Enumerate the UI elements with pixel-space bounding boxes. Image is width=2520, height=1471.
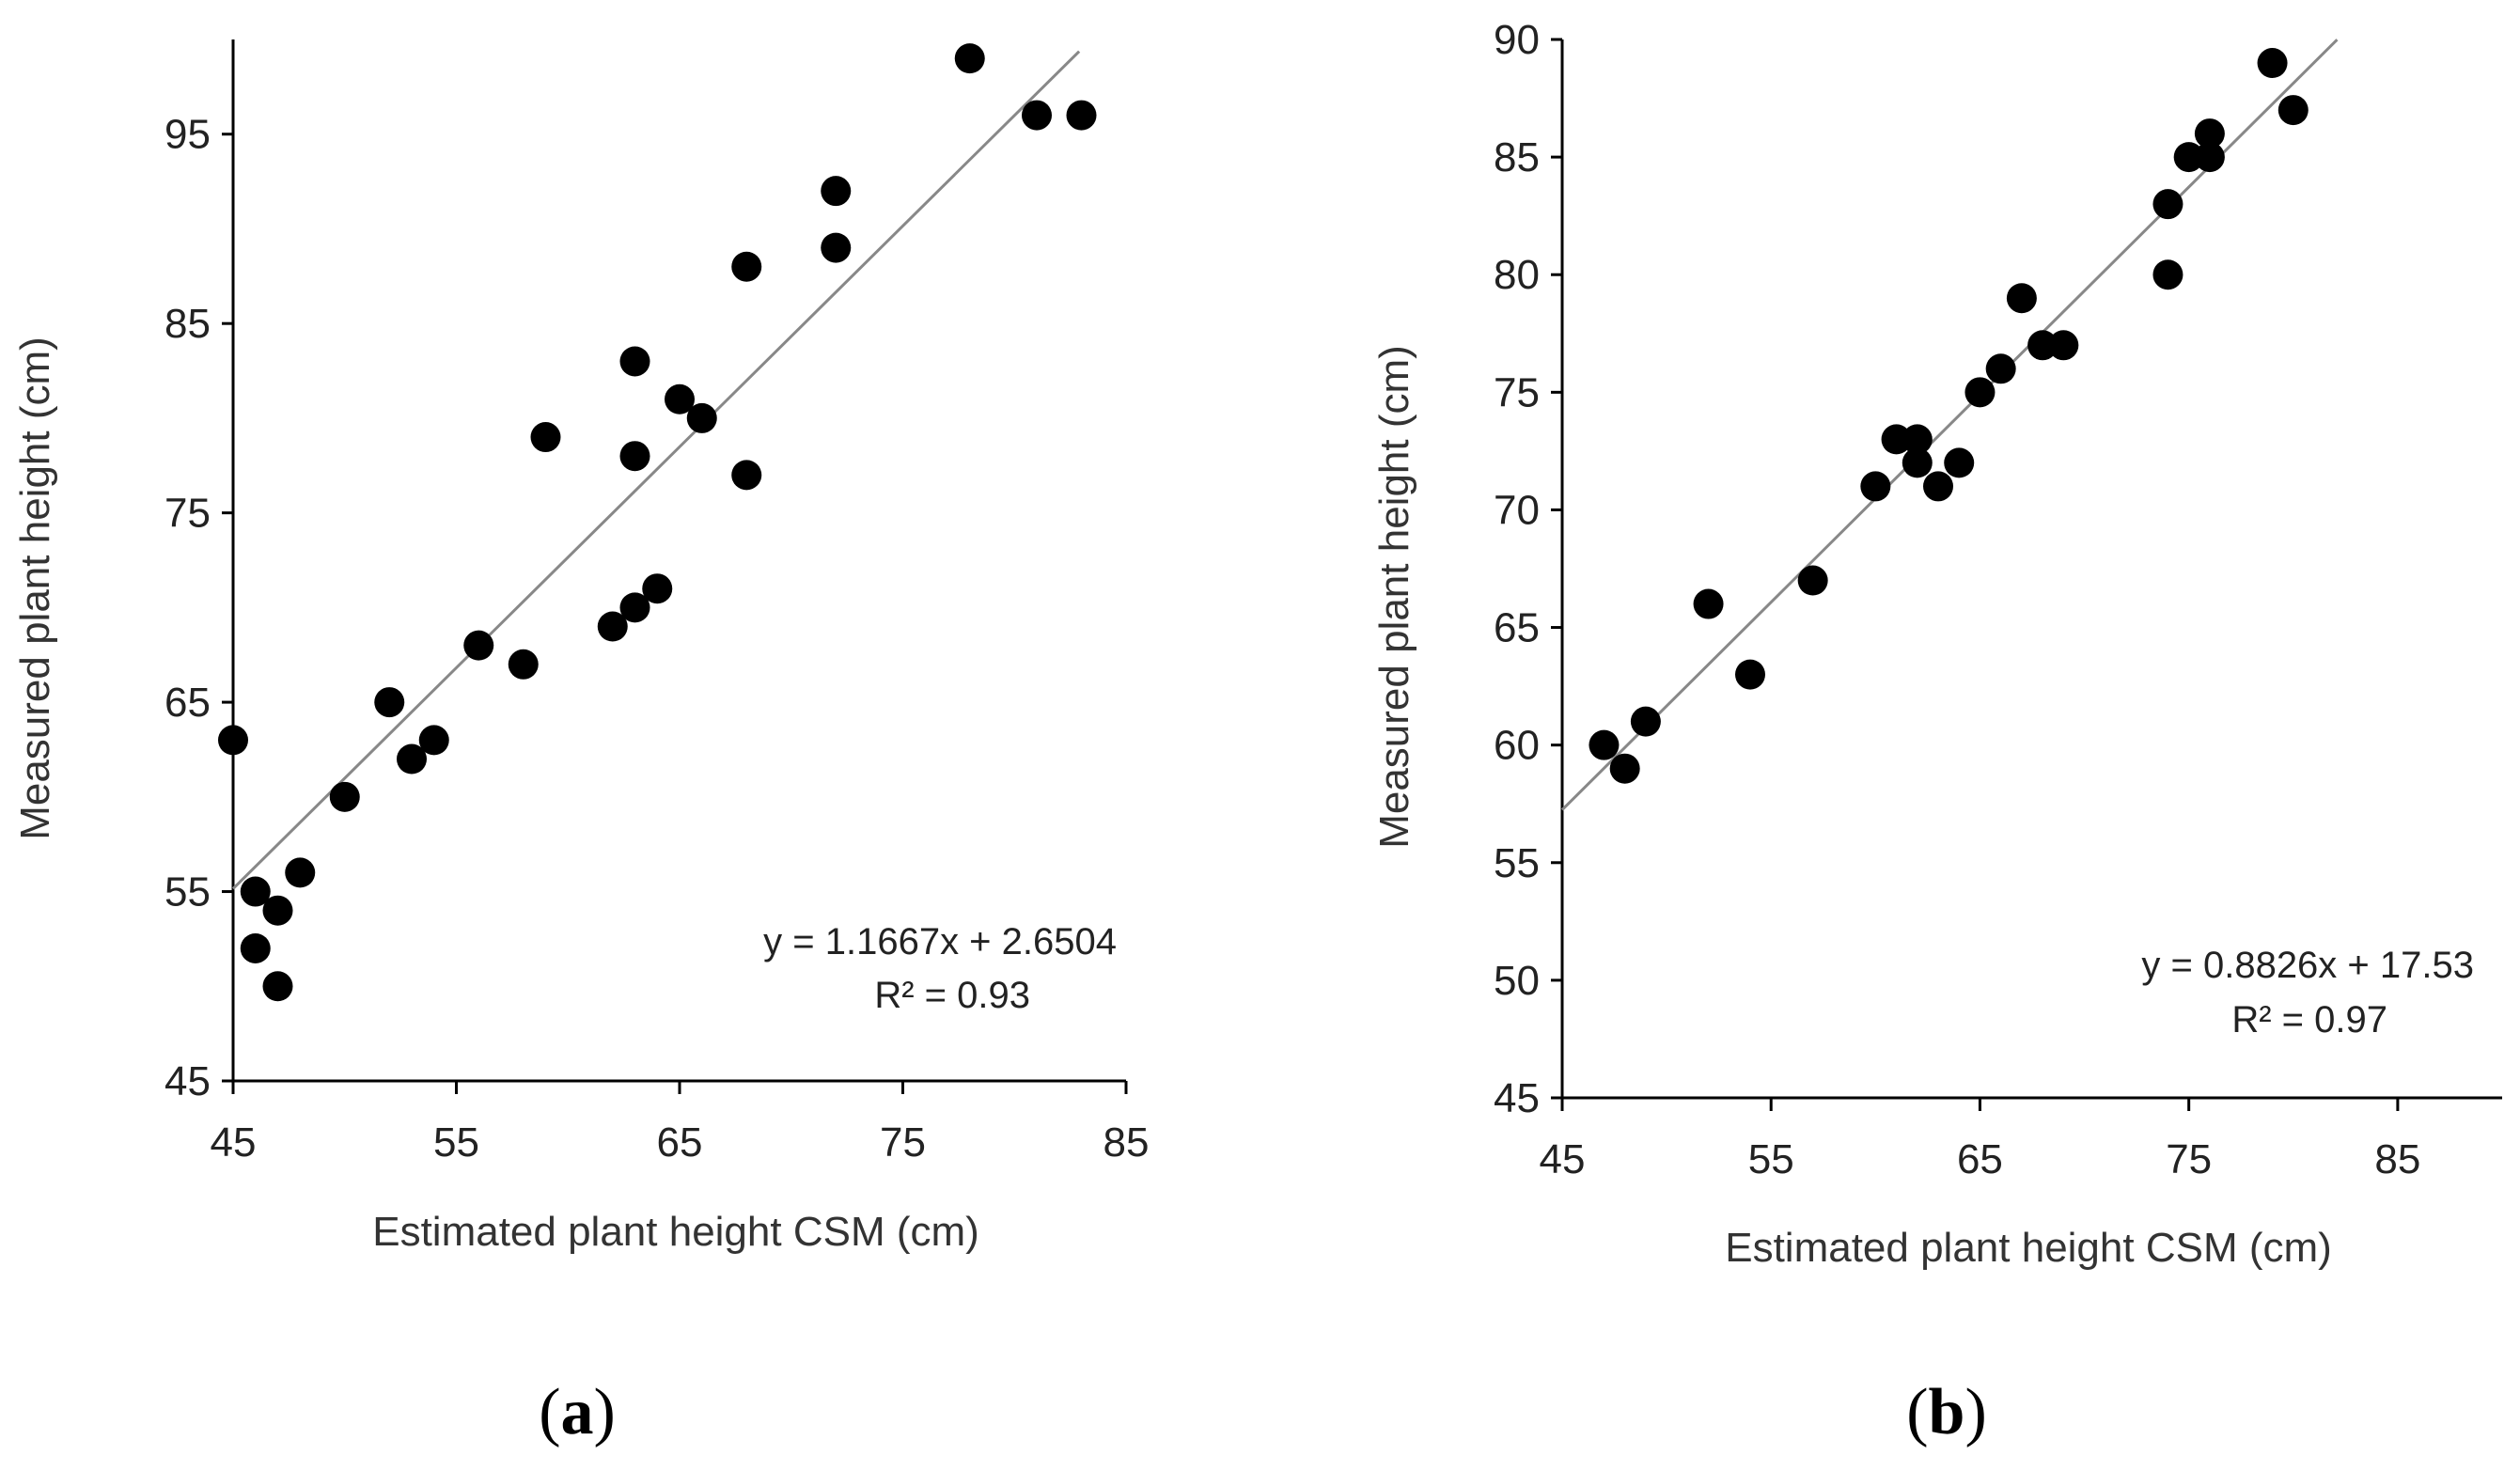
panel-a-x-tick-label: 55 [433,1119,479,1166]
panel-b-data-point [1902,424,1933,455]
panel-b-y-tick-label: 55 [1494,840,1540,886]
panel-a-data-point [597,611,628,642]
panel-a-label: (a) [539,1376,616,1448]
panel-a-trendline [231,50,1081,890]
panel-a-chart: 45 55 65 75 85 95 45 55 65 75 85 y = 1.1667x + 2.65… [12,39,1149,1448]
panel-b-data-point [2194,118,2225,149]
panel-a-y-tick-label: 65 [164,680,211,726]
panel-b-x-tick-label: 55 [1748,1136,1794,1182]
panel-a-data-point [619,441,650,472]
panel-b-chart: 45 50 55 60 65 70 75 80 85 90 45 55 65 75 85 y = 0.8826… [1371,17,2502,1448]
panel-b-y-tick-label: 80 [1494,252,1540,298]
panel-a-y-tick-label: 45 [164,1058,211,1104]
panel-b-data-point [1944,447,1975,478]
panel-b-data-point [2152,259,2183,290]
panel-a-data-point [397,743,427,775]
panel-b-data-point [1630,706,1661,737]
panel-b-x-tick-label: 85 [2374,1136,2420,1182]
panel-a-data-point [1066,100,1097,131]
panel-a-data-point [821,176,852,207]
panel-a-x-tick-label: 65 [657,1119,703,1166]
panel-b-data-point [1985,353,2016,384]
panel-a-y-tick-label: 55 [164,869,211,915]
panel-b-data-point [2152,189,2183,220]
panel-b-data-point [2173,142,2204,173]
panel-b-y-tick-label: 85 [1494,134,1540,180]
panel-a-data-point [731,251,762,282]
panel-a-data-point [262,971,293,1002]
panel-b-equation: y = 0.8826x + 17.53 [2141,945,2474,986]
panel-b-data-point [1589,729,1620,760]
panel-a-data-point [285,857,316,888]
panel-b-data-point [1797,565,1828,596]
panel-b-y-tick-label: 70 [1494,487,1540,533]
panel-a-y-axis-title: Measured plant height (cm) [12,336,58,840]
panel-a-data-point [374,687,405,718]
panel-b-data-point [1923,471,1953,502]
panel-a-x-tick-label: 45 [211,1119,257,1166]
panel-b-y-tick-label: 50 [1494,958,1540,1004]
panel-b-x-tick-label: 65 [1957,1136,2003,1182]
panel-a-data-point [240,932,271,963]
panel-b-data-point [2257,48,2288,79]
panel-b-data-point [1735,659,1765,690]
panel-b-data-point [2194,142,2225,173]
panel-b-data-point [1902,447,1933,478]
panel-b-label: (b) [1906,1376,1987,1448]
panel-b-x-tick-label: 75 [2166,1136,2212,1182]
panel-a-x-axis-title: Estimated plant height CSM (cm) [372,1209,979,1255]
panel-a-y-tick-label: 95 [164,112,211,158]
panel-a-data-point [329,781,360,812]
panel-a-data-point [418,725,449,756]
panel-a-data-point [619,592,650,623]
panel-a-data-point [821,232,852,263]
panel-b-r-squared: R² = 0.97 [2231,999,2387,1041]
panel-a-data-point [731,460,762,491]
panel-a-data-point [530,422,561,453]
panel-a-x-tick-label: 85 [1103,1119,1150,1166]
panel-b-data-point [1609,753,1640,784]
panel-a-data-point [642,573,673,604]
panel-a-data-point [619,346,650,377]
panel-a-r-squared: R² = 0.93 [874,975,1030,1016]
panel-a-data-point [665,383,695,415]
panel-a-data-point [508,649,539,680]
panel-b-y-tick-label: 60 [1494,723,1540,769]
panel-b-y-tick-label: 65 [1494,605,1540,651]
panel-a-data-point [954,43,985,74]
panel-b-x-tick-label: 45 [1540,1136,1586,1182]
panel-a-data-point [240,876,271,907]
panel-b-data-point [1964,377,1996,408]
panel-b-data-point [1860,471,1891,502]
panel-b-data-point [2006,283,2037,314]
panel-a-data-point [1022,100,1052,131]
panel-b-y-tick-label: 45 [1494,1075,1540,1121]
panel-b-data-point [2027,330,2058,361]
panel-a-y-tick-label: 75 [164,491,211,537]
panel-b-y-tick-label: 90 [1494,17,1540,63]
panel-a-y-tick-label: 85 [164,301,211,347]
panel-b-data-point [2277,95,2309,126]
panel-a-equation: y = 1.1667x + 2.6504 [763,921,1117,962]
panel-a-x-tick-label: 75 [880,1119,926,1166]
panel-b-data-point [1881,424,1912,455]
panel-b-x-axis-title: Estimated plant height CSM (cm) [1725,1225,2332,1271]
panel-b-y-tick-label: 75 [1494,369,1540,415]
panel-a-data-point [218,725,248,756]
panel-a-data-point [262,895,293,926]
panel-a-data-point [686,402,717,433]
panel-a-data-point [463,630,494,661]
panel-b-y-axis-title: Measured plant height (cm) [1371,345,1417,849]
panel-b-data-point [1693,588,1724,619]
panel-b-data-point [2048,330,2079,361]
